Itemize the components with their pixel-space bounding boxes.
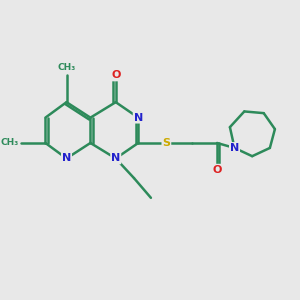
Text: O: O <box>212 165 222 175</box>
Text: S: S <box>162 138 170 148</box>
Text: N: N <box>230 143 239 153</box>
Text: N: N <box>62 153 71 164</box>
Text: N: N <box>111 153 120 164</box>
Text: O: O <box>111 70 120 80</box>
Text: N: N <box>134 112 143 123</box>
Text: CH₃: CH₃ <box>1 139 19 148</box>
Text: CH₃: CH₃ <box>57 63 76 72</box>
